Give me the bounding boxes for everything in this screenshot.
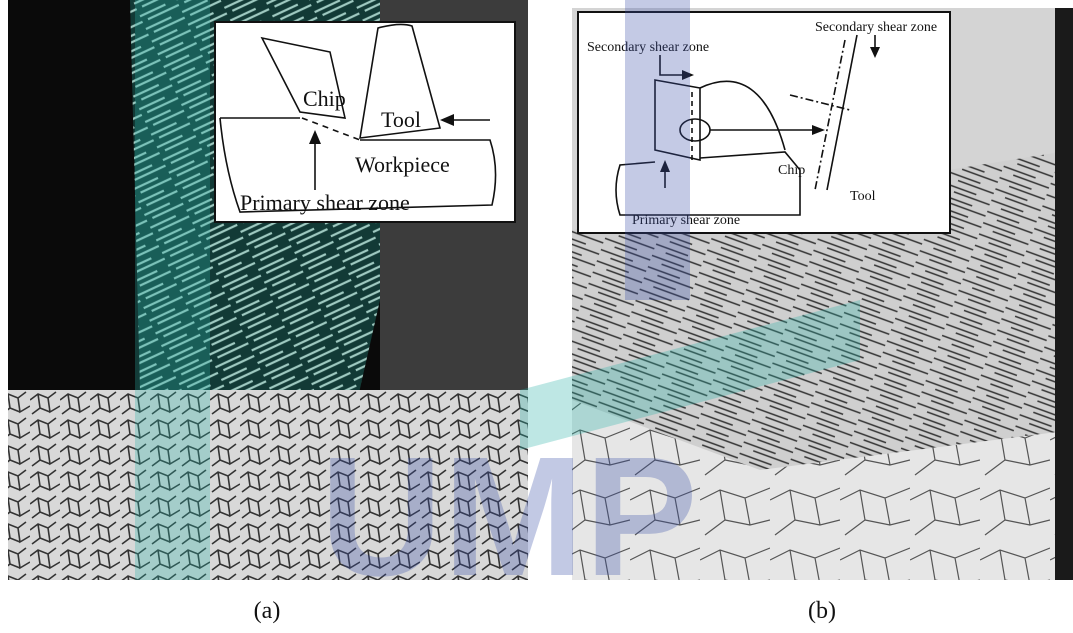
inset-a: Chip Tool Workpiece Primary shear zone <box>215 22 515 222</box>
label-tool: Tool <box>381 107 421 132</box>
caption-a: (a) <box>254 598 281 624</box>
label-primary: Primary shear zone <box>240 190 410 215</box>
label-tool: Tool <box>850 189 876 204</box>
label-chip: Chip <box>778 163 805 178</box>
figure: Chip Tool Workpiece Primary shear zone S… <box>0 0 1073 633</box>
label-chip: Chip <box>303 86 346 111</box>
label-workpiece: Workpiece <box>355 152 450 177</box>
watermark-text: UMP <box>320 422 698 612</box>
label-secondary-right: Secondary shear zone <box>815 20 937 35</box>
caption-b: (b) <box>808 598 836 624</box>
